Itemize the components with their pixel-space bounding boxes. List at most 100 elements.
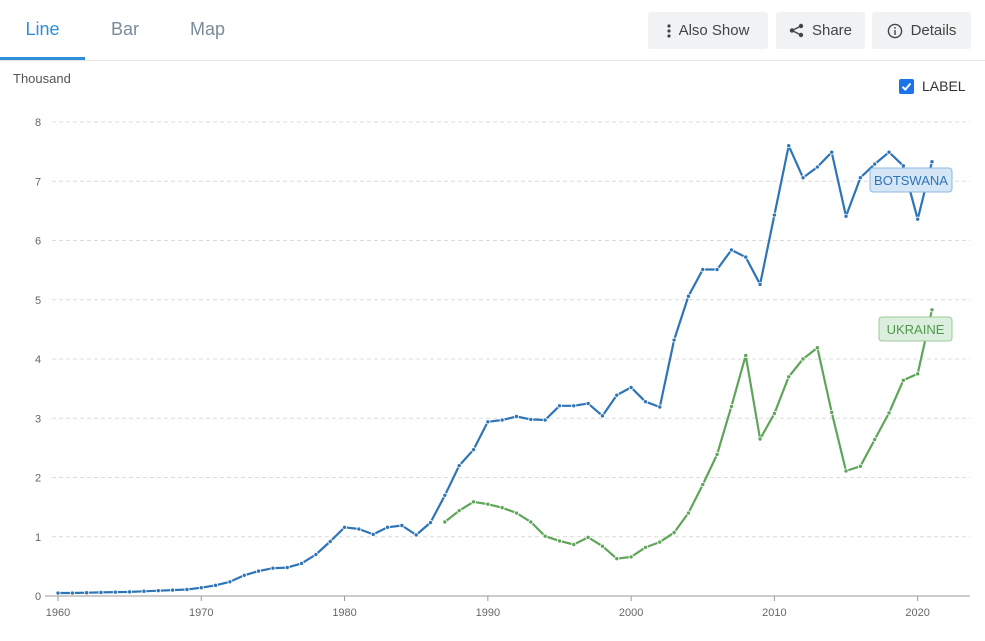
label-checkbox[interactable] [899,78,914,94]
data-point-botswana [284,565,290,571]
data-point-ukraine [757,436,763,442]
data-point-ukraine [571,541,577,547]
label-toggle[interactable]: LABEL [899,78,966,94]
data-point-botswana [55,590,61,596]
share-button[interactable]: Share [776,12,865,49]
data-point-botswana [442,492,448,498]
data-point-botswana [241,572,247,578]
data-point-ukraine [642,544,648,550]
label-toggle-text: LABEL [922,78,966,94]
data-point-botswana [786,143,792,149]
also-show-button[interactable]: Also Show [648,12,768,49]
data-point-botswana [900,163,906,169]
data-point-botswana [456,463,462,469]
data-point-botswana [428,520,434,526]
data-point-ukraine [700,482,706,488]
data-point-ukraine [929,307,935,313]
y-tick-label: 7 [35,176,41,188]
data-point-ukraine [657,539,663,545]
y-tick-label: 5 [35,295,41,307]
data-point-ukraine [843,468,849,474]
data-point-botswana [542,417,548,423]
series-line-botswana [58,144,934,595]
data-point-botswana [513,413,519,419]
data-point-ukraine [829,409,835,415]
y-tick-label: 3 [35,413,41,425]
data-point-botswana [342,524,348,530]
data-point-botswana [843,213,849,219]
info-icon [887,23,903,39]
data-point-botswana [757,281,763,287]
data-point-botswana [915,216,921,222]
data-point-ukraine [556,538,562,544]
data-point-ukraine [485,501,491,507]
vertical-dots-icon [666,23,671,38]
data-point-ukraine [585,534,591,540]
data-point-ukraine [728,403,734,409]
data-point-botswana [485,419,491,425]
data-point-ukraine [471,499,477,505]
x-tick-label: 2010 [762,607,786,619]
data-point-botswana [657,404,663,410]
x-tick-label: 1990 [476,607,500,619]
tab-line[interactable]: Line [0,0,85,60]
tab-bar[interactable]: Bar [110,19,139,39]
series-label-botswana: BOTSWANA [874,173,948,188]
data-point-botswana [127,589,133,595]
data-point-botswana [571,403,577,409]
data-point-ukraine [685,510,691,516]
x-tick-label: 1980 [332,607,356,619]
data-point-botswana [528,416,534,422]
data-point-botswana [84,590,90,596]
y-tick-label: 8 [35,117,41,129]
data-point-ukraine [900,377,906,383]
data-point-botswana [399,522,405,528]
series-label-ukraine: UKRAINE [887,322,945,337]
data-point-ukraine [886,410,892,416]
data-point-ukraine [442,519,448,525]
chart-toolbar: Line Bar Map Also Show Share Details [0,0,985,61]
data-point-botswana [213,582,219,588]
y-tick-label: 2 [35,473,41,485]
data-point-botswana [370,531,376,537]
data-point-botswana [270,565,276,571]
data-point-botswana [170,587,176,593]
data-point-botswana [728,247,734,253]
share-label: Share [811,22,853,39]
data-point-ukraine [771,411,777,417]
x-tick-label: 1970 [189,607,213,619]
data-point-ukraine [456,508,462,514]
data-point-botswana [356,526,362,532]
data-point-ukraine [786,374,792,380]
data-point-botswana [714,267,720,273]
data-point-botswana [256,568,262,574]
data-point-botswana [385,524,391,530]
data-point-botswana [628,384,634,390]
tab-map[interactable]: Map [189,19,225,39]
data-point-botswana [69,590,75,596]
data-point-botswana [198,585,204,591]
also-show-label: Also Show [678,22,750,39]
data-point-botswana [671,337,677,343]
data-point-botswana [872,161,878,167]
details-label: Details [910,22,957,39]
x-tick-label: 1960 [46,607,70,619]
data-point-botswana [227,579,233,585]
data-point-ukraine [542,533,548,539]
y-tick-label: 0 [35,591,41,603]
share-icon [789,23,804,38]
data-point-botswana [886,149,892,155]
data-point-botswana [299,560,305,566]
x-tick-label: 2020 [905,607,929,619]
details-button[interactable]: Details [872,12,971,49]
data-point-botswana [599,413,605,419]
x-tick-label: 2000 [619,607,643,619]
data-point-botswana [313,552,319,558]
data-point-botswana [471,447,477,453]
data-point-ukraine [857,463,863,469]
data-point-ukraine [499,505,505,511]
series-line-ukraine [444,309,934,560]
data-point-ukraine [800,356,806,362]
y-tick-label: 1 [35,532,41,544]
y-axis-unit-label: Thousand [13,71,71,86]
